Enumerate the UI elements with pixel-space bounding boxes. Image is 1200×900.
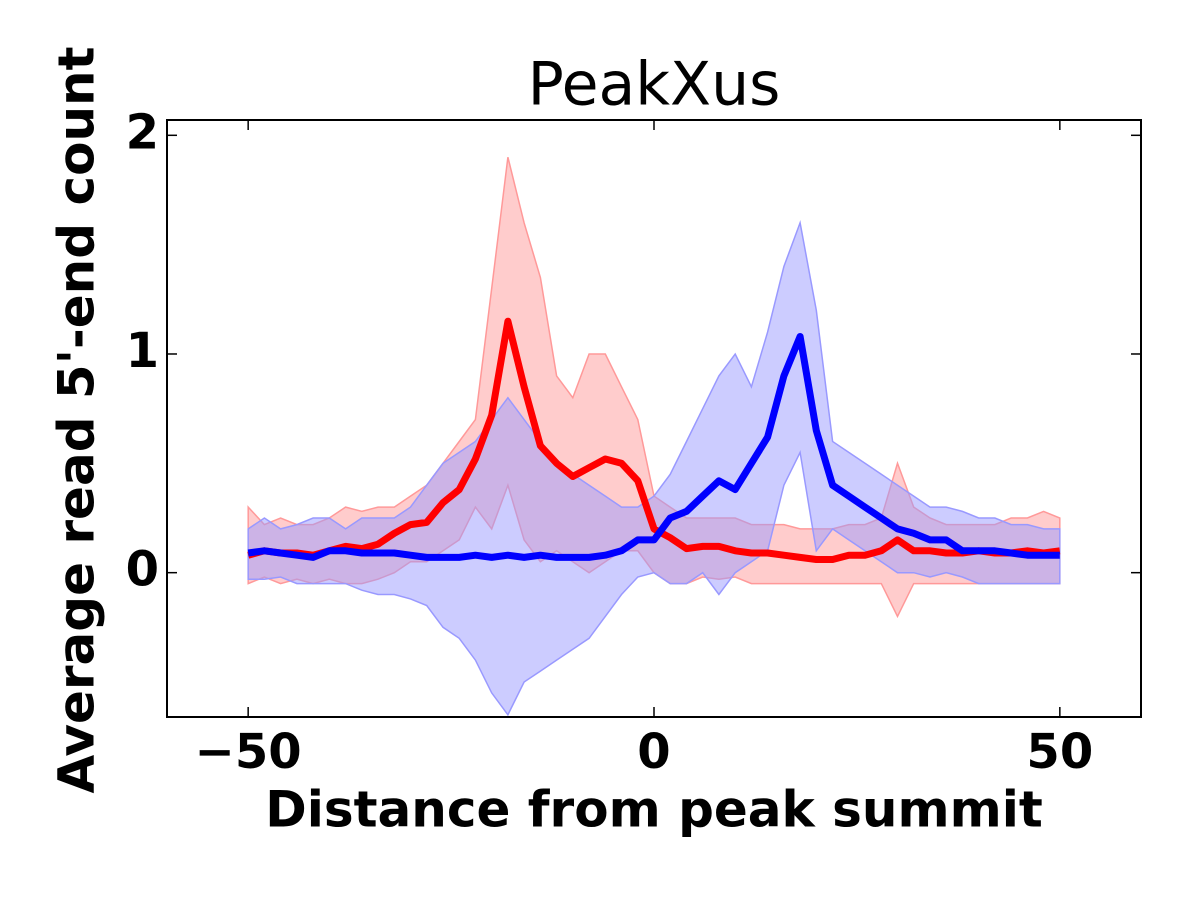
y-axis-label: Average read 5'-end count — [48, 46, 106, 793]
plot-frame — [166, 119, 1142, 718]
line — [247, 333, 1060, 561]
y-tick-label: 0 — [126, 542, 159, 598]
y-tick-label: 2 — [126, 104, 159, 160]
y-tick-label: 1 — [126, 323, 159, 379]
x-tick-label: −50 — [195, 724, 302, 780]
chart-title: PeakXus — [528, 50, 781, 120]
x-tick-label: 0 — [637, 724, 670, 780]
line — [247, 317, 1061, 563]
x-tick-label: 50 — [1026, 724, 1093, 780]
error-band — [247, 219, 1061, 717]
x-axis-label: Distance from peak summit — [265, 781, 1043, 839]
